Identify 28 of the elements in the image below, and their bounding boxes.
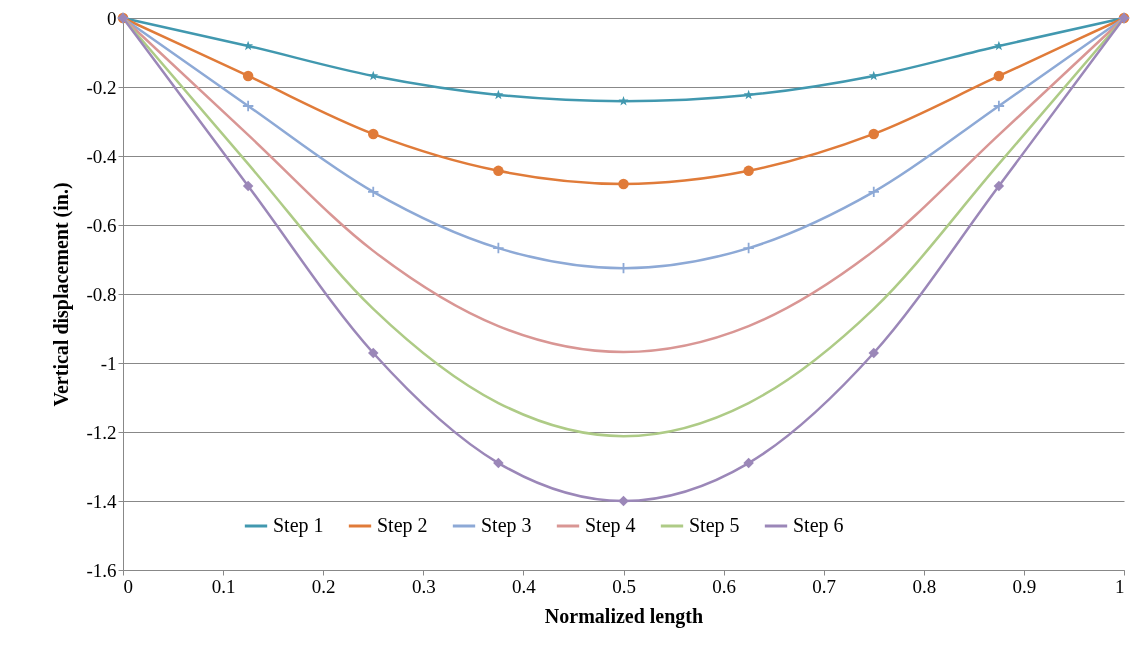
legend-label: Step 2 [377, 514, 428, 537]
x-axis-title: Normalized length [544, 604, 704, 628]
y-tick-label: -1.6 [86, 559, 117, 581]
x-tick-label: 0.2 [311, 575, 336, 597]
x-tick-label: 0.1 [211, 575, 236, 597]
legend-label: Step 1 [273, 514, 324, 537]
y-tick-label: -1 [100, 352, 117, 374]
legend-label: Step 6 [793, 514, 844, 537]
x-tick-label: 0.3 [411, 575, 436, 597]
legend-label: Step 5 [689, 514, 740, 537]
x-tick-label: 0 [123, 575, 133, 597]
x-tick-label: 0.8 [912, 575, 937, 597]
legend-label: Step 4 [585, 514, 636, 537]
legend-label: Step 3 [481, 514, 532, 537]
y-tick-label: -0.8 [86, 283, 117, 305]
x-tick-label: 1 [1115, 575, 1125, 597]
y-axis-title: Vertical displacement (in.) [50, 182, 74, 407]
x-tick-label: 0.7 [812, 575, 837, 597]
y-tick-label: -0.4 [86, 145, 117, 167]
x-tick-label: 0.5 [612, 575, 636, 597]
y-tick-label: -0.2 [86, 76, 117, 98]
y-tick-label: 0 [107, 7, 117, 29]
x-tick-label: 0.9 [1012, 575, 1037, 597]
y-tick-label: -1.2 [86, 421, 117, 443]
x-tick-label: 0.4 [512, 575, 537, 597]
y-tick-label: -0.6 [86, 214, 117, 236]
y-tick-label: -1.4 [86, 490, 117, 512]
x-tick-label: 0.6 [712, 575, 736, 597]
